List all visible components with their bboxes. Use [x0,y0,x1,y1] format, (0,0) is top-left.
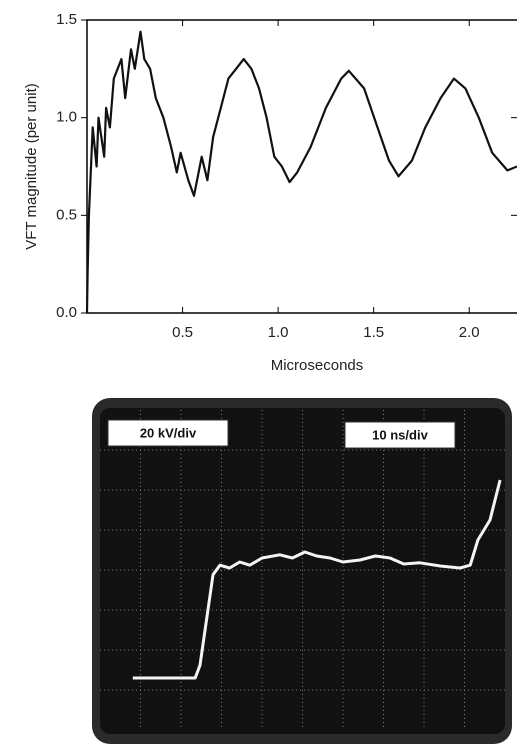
x-tick-label: 1.5 [363,324,384,341]
x-axis-label: Microseconds [271,357,364,374]
data-line [85,30,517,314]
scope-trace [132,479,502,680]
y-tick-label: 0.5 [56,206,77,223]
x-tick-label: 1.0 [268,324,289,341]
annotation-box [107,419,229,447]
y-tick-label: 1.0 [56,109,77,126]
annotation: 10 ns/div [372,427,428,442]
x-tick-label: 0.5 [172,324,193,341]
y-axis-label: VFT magnitude (per unit) [23,83,40,249]
y-tick-label: 0.0 [56,304,77,321]
annotation-box [344,421,456,449]
annotation: 20 kV/div [140,425,197,440]
plot-frame [86,19,517,314]
y-tick-label: 1.5 [56,11,77,28]
x-tick-label: 2.0 [459,324,480,341]
